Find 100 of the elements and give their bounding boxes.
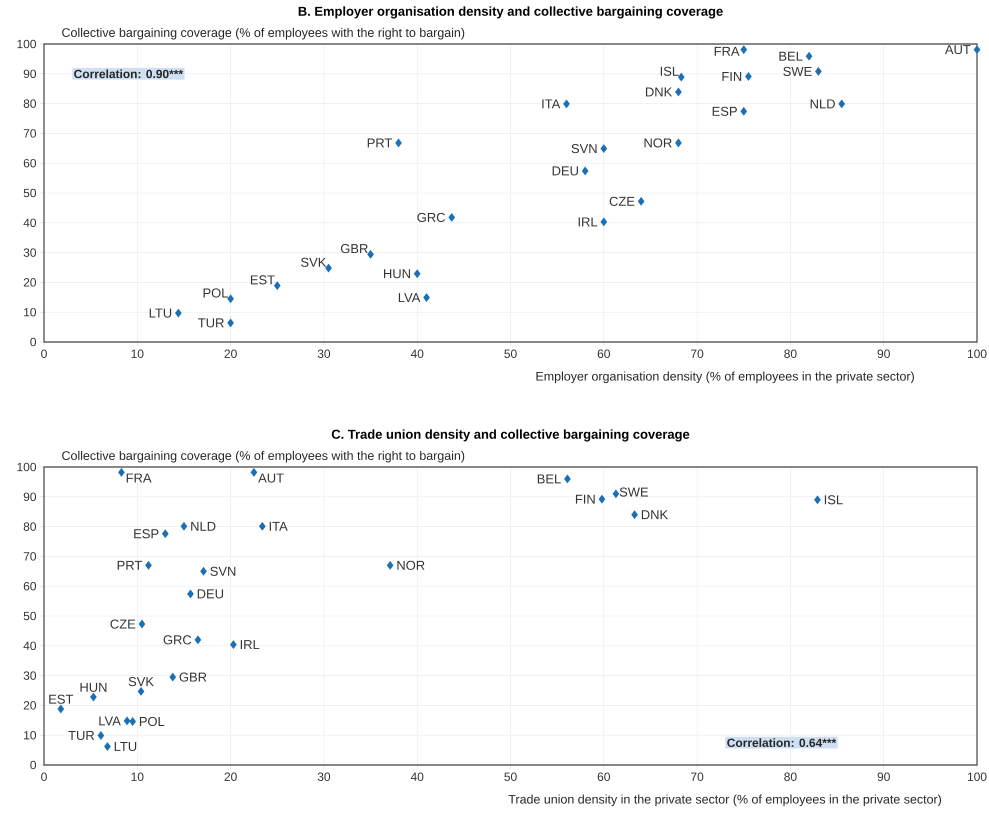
x-tick-label: 90 (878, 772, 890, 781)
annotation: ITA (542, 99, 560, 108)
annotation: ESP (712, 106, 737, 116)
point (612, 489, 620, 498)
point (194, 635, 202, 644)
annotation: HUN (384, 269, 410, 278)
annotation: DEU (198, 589, 224, 598)
y-tick-label: 100 (17, 40, 36, 48)
annotation: CZE (110, 619, 136, 629)
point (815, 67, 822, 76)
annotation: FIN (722, 72, 742, 81)
point (582, 166, 588, 176)
point (250, 468, 258, 477)
point (129, 717, 136, 726)
annotation: POL (140, 716, 164, 726)
y-tick-label: 30 (24, 248, 36, 257)
point (274, 281, 281, 290)
annotation: LVA (99, 716, 121, 726)
point (814, 495, 821, 504)
y-tick-label: 0 (30, 760, 36, 770)
point (806, 52, 812, 61)
point (124, 716, 130, 726)
point (563, 99, 570, 108)
annotation: AUT (944, 45, 971, 54)
annotation: TUR (68, 730, 94, 740)
x-tick-label: 60 (598, 350, 610, 358)
point (138, 620, 146, 628)
y-tick-label: 20 (24, 701, 36, 710)
annotation: Correlation: 0.64*** (727, 738, 836, 748)
x-tick-label: 60 (598, 772, 610, 781)
x-tick-label: 20 (224, 772, 237, 781)
y-tick-label: 90 (24, 492, 36, 502)
annotation: NLD (810, 99, 835, 108)
annotation: HUN (80, 682, 106, 692)
annotation: DEU (552, 166, 578, 176)
x-axis-title: Employer organisation density (% of employees in the private sector) (536, 372, 914, 384)
point (675, 138, 682, 148)
x-tick-label: 80 (784, 350, 797, 358)
annotation: GRC (164, 635, 192, 644)
point (600, 218, 608, 226)
x-tick-label: 40 (410, 772, 424, 781)
point (227, 318, 234, 328)
annotation: IRL (578, 217, 598, 226)
x-tick-label: 0 (41, 772, 47, 781)
x-tick-label: 70 (691, 772, 704, 781)
y-tick-label: 70 (24, 129, 36, 138)
y-tick-label: 40 (23, 642, 36, 650)
point (169, 672, 176, 682)
annotation: ITA (270, 522, 288, 531)
y-tick-label: 20 (24, 278, 36, 287)
point (145, 560, 152, 570)
point (187, 590, 194, 598)
point (118, 468, 125, 477)
x-tick-label: 30 (318, 772, 330, 781)
point (423, 293, 430, 302)
y-tick-label: 70 (24, 552, 36, 561)
point (230, 640, 237, 650)
annotation: FIN (576, 494, 595, 504)
chart-title: B. Employer organisation density and collective bargaining coverage (298, 6, 723, 18)
point (98, 731, 104, 740)
point (57, 704, 64, 714)
y-tick-label: 40 (23, 218, 36, 228)
y-tick-label: 80 (24, 99, 36, 108)
annotation: DNK (646, 88, 672, 96)
point (200, 566, 207, 576)
annotation: DNK (642, 510, 668, 520)
annotation: SVN (210, 566, 236, 576)
annotation: NLD (191, 522, 216, 531)
point (740, 106, 748, 116)
x-axis-title: Trade union density in the private sector (% of employees in the private sector) (508, 794, 942, 806)
annotation: LVA (398, 293, 420, 302)
point (386, 560, 394, 570)
point (678, 72, 685, 82)
x-tick-label: 10 (132, 350, 144, 358)
annotation: ISL (824, 495, 843, 504)
annotation: ISL (660, 66, 679, 76)
annotation: POL (204, 288, 228, 298)
point (325, 264, 332, 272)
annotation: Correlation: 0.90*** (74, 69, 184, 78)
annotation: TUR (198, 318, 224, 328)
y-tick-label: 60 (24, 582, 36, 590)
y-axis-title: Collective bargaining coverage (% of employees with the right to bargain) (62, 28, 464, 40)
y-tick-label: 10 (24, 308, 36, 316)
point (598, 494, 606, 504)
x-tick-label: 90 (878, 350, 890, 358)
point (90, 692, 97, 702)
y-tick-label: 30 (24, 671, 36, 680)
annotation: PRT (368, 138, 392, 148)
x-tick-label: 70 (691, 350, 704, 358)
point (414, 269, 421, 278)
annotation: SWE (783, 66, 812, 76)
annotation: SVK (301, 258, 326, 267)
y-tick-label: 50 (24, 612, 36, 620)
point (227, 294, 234, 304)
point (974, 45, 980, 54)
y-tick-label: 60 (24, 158, 36, 168)
x-tick-label: 50 (504, 772, 517, 781)
x-tick-label: 100 (968, 350, 987, 358)
x-tick-label: 80 (784, 772, 797, 781)
point (838, 99, 846, 108)
